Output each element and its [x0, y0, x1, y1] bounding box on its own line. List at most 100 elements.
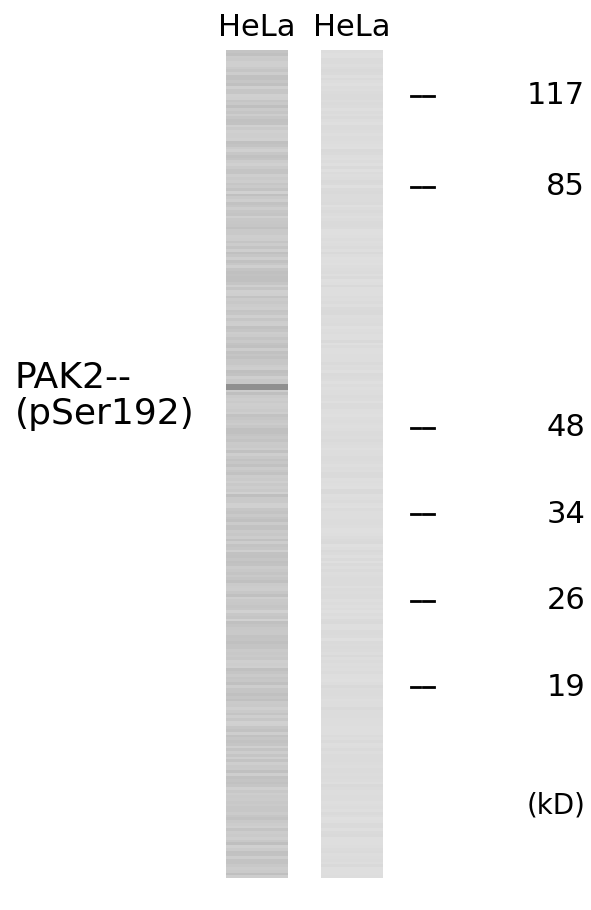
- Bar: [320, 804, 383, 806]
- Bar: [226, 349, 288, 351]
- Bar: [320, 186, 383, 188]
- Bar: [226, 381, 288, 384]
- Bar: [320, 760, 383, 763]
- Bar: [226, 194, 288, 197]
- Bar: [226, 263, 288, 266]
- Bar: [320, 152, 383, 155]
- Bar: [320, 737, 383, 740]
- Bar: [320, 870, 383, 873]
- Bar: [226, 563, 288, 566]
- Bar: [320, 309, 383, 312]
- Bar: [226, 448, 288, 450]
- Bar: [320, 88, 383, 92]
- Bar: [226, 183, 288, 186]
- Bar: [226, 834, 288, 837]
- Bar: [320, 166, 383, 168]
- Bar: [320, 171, 383, 175]
- Bar: [226, 506, 288, 509]
- Bar: [226, 774, 288, 776]
- Bar: [226, 624, 288, 627]
- Bar: [226, 753, 288, 757]
- Bar: [320, 732, 383, 734]
- Bar: [320, 801, 383, 804]
- Bar: [320, 61, 383, 64]
- Bar: [320, 138, 383, 141]
- Bar: [320, 765, 383, 768]
- Bar: [320, 50, 383, 53]
- Bar: [226, 646, 288, 649]
- Bar: [320, 420, 383, 422]
- Bar: [226, 285, 288, 288]
- Bar: [226, 470, 288, 472]
- Bar: [226, 343, 288, 346]
- Bar: [226, 323, 288, 326]
- Bar: [226, 160, 288, 163]
- Bar: [320, 672, 383, 674]
- Bar: [320, 456, 383, 459]
- Bar: [226, 354, 288, 357]
- Bar: [320, 66, 383, 69]
- Bar: [226, 440, 288, 442]
- Bar: [320, 834, 383, 837]
- Bar: [320, 296, 383, 298]
- Bar: [226, 806, 288, 809]
- Bar: [226, 820, 288, 823]
- Bar: [226, 688, 288, 691]
- Bar: [320, 279, 383, 282]
- Bar: [226, 665, 288, 668]
- Bar: [226, 56, 288, 58]
- Bar: [226, 608, 288, 611]
- Bar: [320, 346, 383, 349]
- Bar: [320, 491, 383, 494]
- Bar: [320, 613, 383, 616]
- Bar: [320, 574, 383, 577]
- Bar: [320, 693, 383, 696]
- Bar: [226, 848, 288, 851]
- Bar: [320, 199, 383, 202]
- Bar: [226, 450, 288, 453]
- Bar: [320, 95, 383, 97]
- Bar: [320, 541, 383, 544]
- Bar: [320, 106, 383, 108]
- Bar: [226, 279, 288, 282]
- Bar: [320, 696, 383, 699]
- Bar: [320, 114, 383, 116]
- Bar: [226, 188, 288, 191]
- Bar: [226, 804, 288, 806]
- Bar: [320, 528, 383, 531]
- Bar: [320, 349, 383, 351]
- Bar: [320, 753, 383, 757]
- Bar: [320, 873, 383, 875]
- Text: 34: 34: [546, 500, 585, 529]
- Bar: [226, 125, 288, 127]
- Bar: [320, 782, 383, 784]
- Bar: [320, 699, 383, 702]
- Bar: [226, 691, 288, 693]
- Bar: [320, 566, 383, 569]
- Bar: [226, 561, 288, 563]
- Bar: [320, 251, 383, 254]
- Bar: [320, 315, 383, 318]
- Bar: [226, 453, 288, 456]
- Bar: [226, 489, 288, 491]
- Bar: [320, 704, 383, 707]
- Bar: [226, 734, 288, 737]
- Bar: [320, 506, 383, 509]
- Bar: [226, 605, 288, 608]
- Bar: [226, 715, 288, 718]
- Bar: [320, 707, 383, 710]
- Bar: [320, 798, 383, 801]
- Bar: [226, 737, 288, 740]
- Bar: [226, 500, 288, 502]
- Bar: [226, 641, 288, 643]
- Bar: [226, 574, 288, 577]
- Bar: [320, 851, 383, 854]
- Bar: [226, 97, 288, 100]
- Bar: [320, 787, 383, 790]
- Bar: [226, 258, 288, 260]
- Bar: [320, 64, 383, 66]
- Bar: [320, 80, 383, 83]
- Bar: [226, 334, 288, 337]
- Bar: [226, 685, 288, 688]
- Bar: [320, 682, 383, 685]
